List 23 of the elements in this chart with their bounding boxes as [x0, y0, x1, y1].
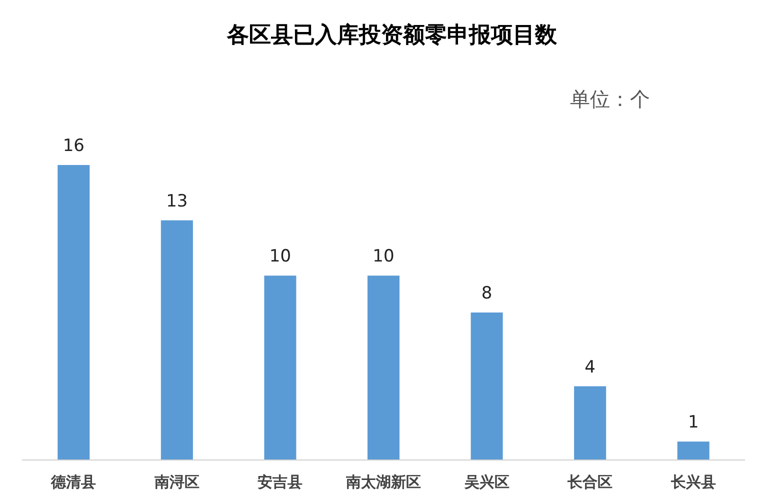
data-label: 8	[481, 284, 492, 304]
x-tick-label: 南浔区	[153, 473, 200, 491]
data-label: 10	[372, 246, 394, 267]
x-tick-label: 南太湖新区	[345, 473, 421, 491]
x-tick-label: 吴兴区	[463, 473, 510, 491]
data-label: 1	[688, 412, 699, 433]
x-tick-label: 安吉县	[258, 473, 303, 491]
bar	[264, 276, 296, 460]
chart-title: 各区县已入库投资额零申报项目数	[226, 22, 558, 48]
data-label: 4	[584, 357, 596, 378]
x-tick-label: 长兴县	[670, 473, 716, 491]
bar	[574, 386, 606, 460]
x-tick-label: 长合区	[566, 473, 613, 491]
data-label: 16	[62, 136, 84, 156]
bar	[160, 220, 193, 460]
bar	[58, 165, 90, 460]
text: 单位：个	[570, 87, 650, 111]
bar	[367, 276, 400, 460]
x-tick-label: 德清县	[50, 473, 96, 491]
bar	[677, 442, 710, 460]
bar	[470, 312, 503, 460]
data-label: 10	[269, 246, 292, 267]
data-label: 13	[166, 191, 188, 212]
